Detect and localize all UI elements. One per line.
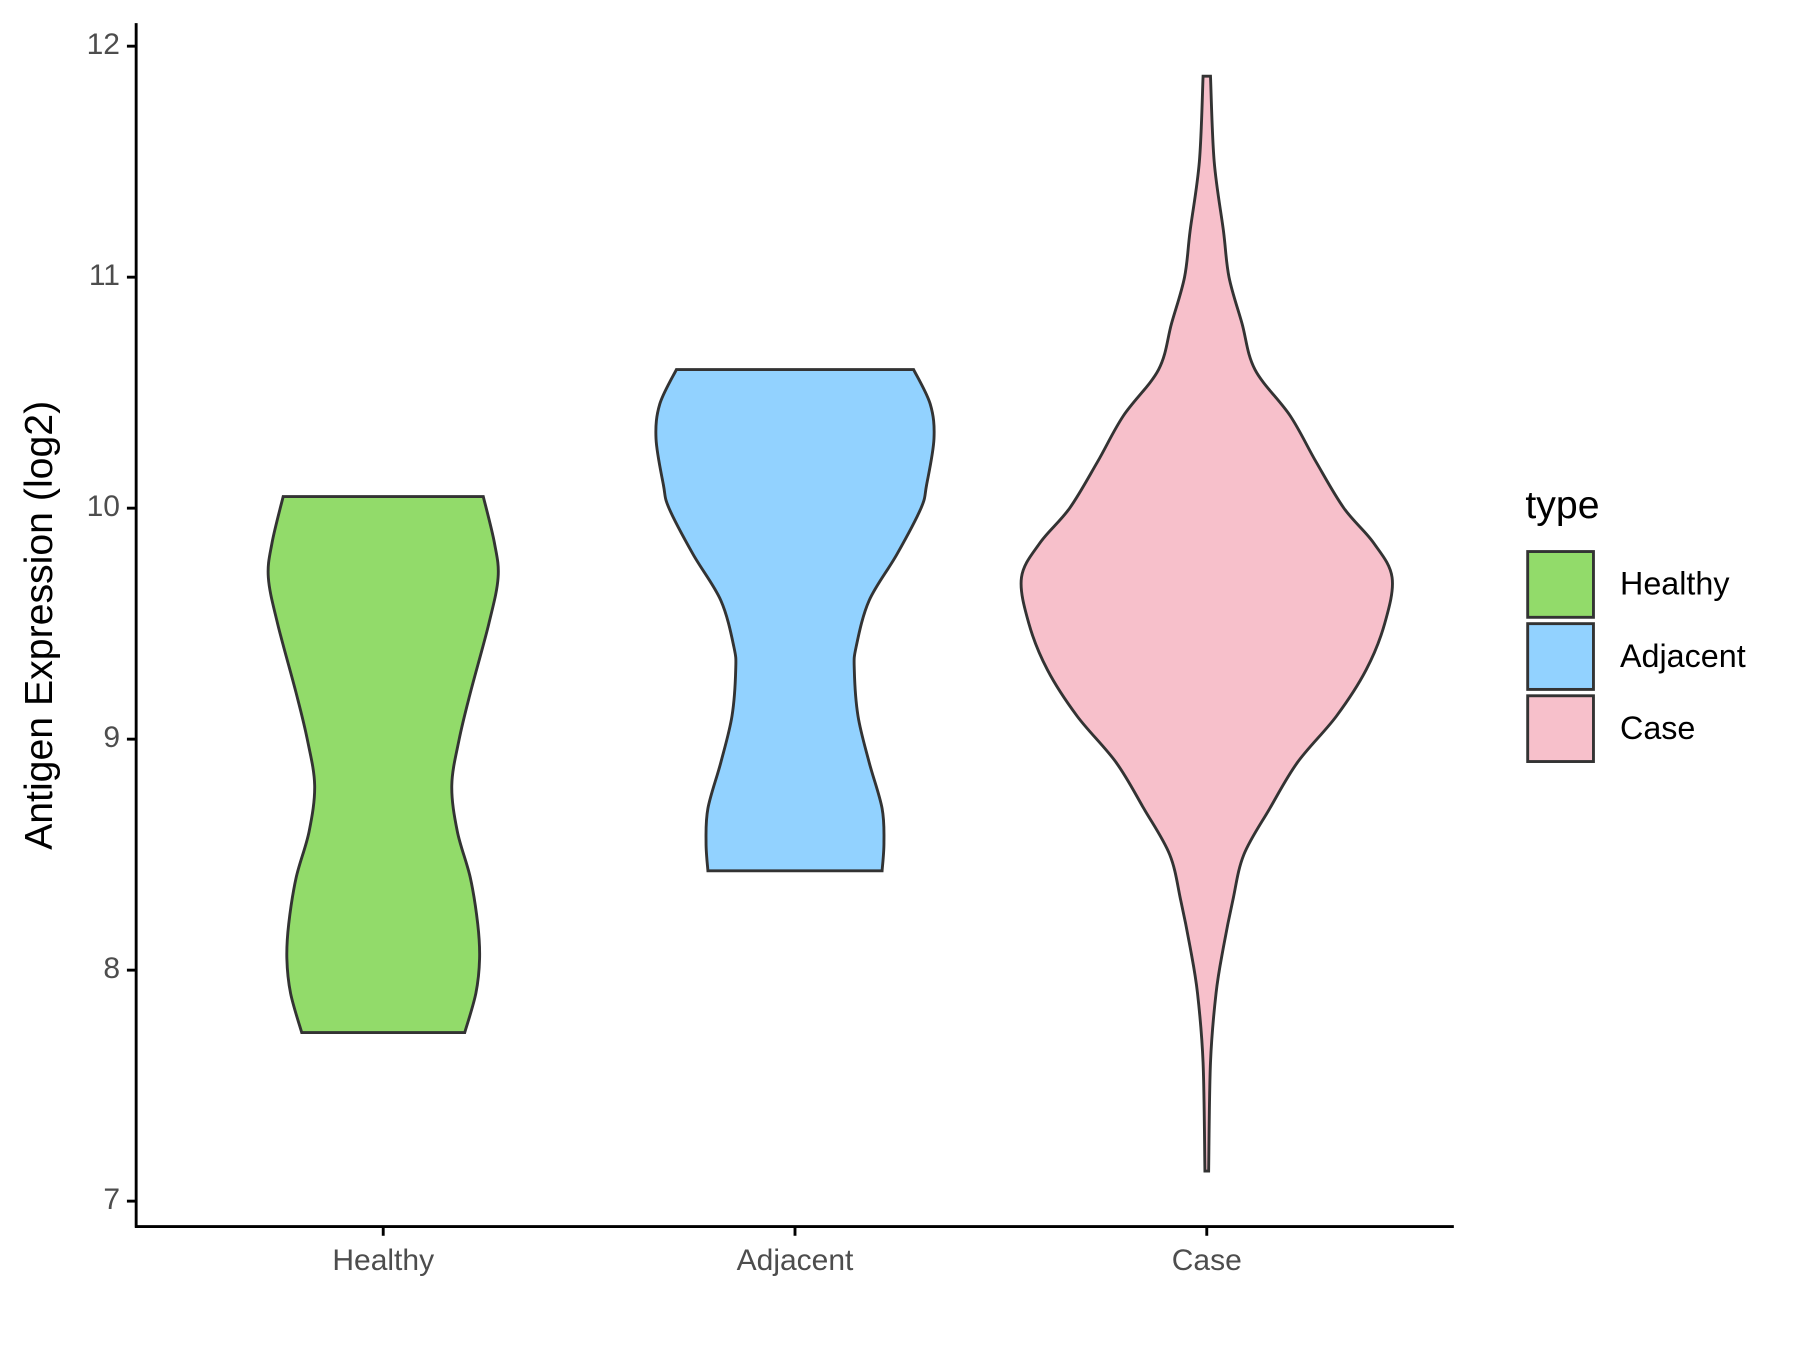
- y-tick-label: 11: [89, 259, 120, 292]
- y-tick-label: 12: [87, 28, 120, 61]
- legend-label: Case: [1620, 710, 1695, 746]
- violin: [266, 495, 500, 1034]
- legend-swatch: [1526, 694, 1595, 763]
- x-tick-label: Healthy: [332, 1244, 434, 1277]
- legend-label: Healthy: [1620, 566, 1730, 602]
- y-tick-label: 10: [87, 490, 120, 523]
- legend-swatch: [1526, 622, 1595, 691]
- y-tick-label: 7: [103, 1183, 120, 1216]
- y-tick-label: 9: [103, 721, 120, 754]
- violin: [654, 368, 936, 873]
- legend-label: Adjacent: [1620, 638, 1746, 674]
- legend-swatch: [1526, 550, 1595, 619]
- x-tick-label: Adjacent: [737, 1244, 854, 1277]
- y-axis-label: Antigen Expression (log2): [17, 401, 61, 850]
- legend-title: type: [1525, 483, 1599, 527]
- x-tick-label: Case: [1172, 1244, 1242, 1277]
- violin: [1019, 74, 1394, 1173]
- y-tick-label: 8: [103, 952, 120, 985]
